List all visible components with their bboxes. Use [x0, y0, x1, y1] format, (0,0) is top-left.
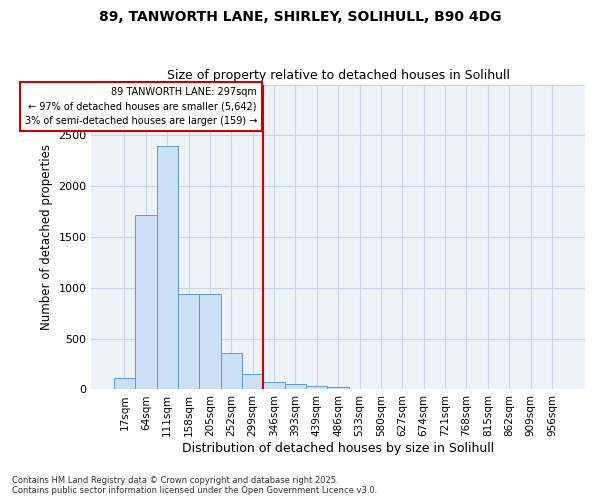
Bar — [178, 294, 199, 390]
Text: 89, TANWORTH LANE, SHIRLEY, SOLIHULL, B90 4DG: 89, TANWORTH LANE, SHIRLEY, SOLIHULL, B9… — [99, 10, 501, 24]
Bar — [242, 374, 263, 390]
Bar — [328, 387, 349, 390]
Bar — [349, 389, 370, 390]
Bar — [157, 146, 178, 390]
Bar — [199, 294, 221, 390]
Bar — [114, 378, 135, 390]
Bar — [263, 382, 285, 390]
Bar — [285, 384, 306, 390]
Bar — [135, 214, 157, 390]
Text: Contains HM Land Registry data © Crown copyright and database right 2025.
Contai: Contains HM Land Registry data © Crown c… — [12, 476, 377, 495]
Y-axis label: Number of detached properties: Number of detached properties — [40, 144, 53, 330]
Bar — [221, 354, 242, 390]
Text: 89 TANWORTH LANE: 297sqm
← 97% of detached houses are smaller (5,642)
3% of semi: 89 TANWORTH LANE: 297sqm ← 97% of detach… — [25, 86, 257, 126]
Title: Size of property relative to detached houses in Solihull: Size of property relative to detached ho… — [167, 69, 509, 82]
Bar — [306, 386, 328, 390]
X-axis label: Distribution of detached houses by size in Solihull: Distribution of detached houses by size … — [182, 442, 494, 455]
